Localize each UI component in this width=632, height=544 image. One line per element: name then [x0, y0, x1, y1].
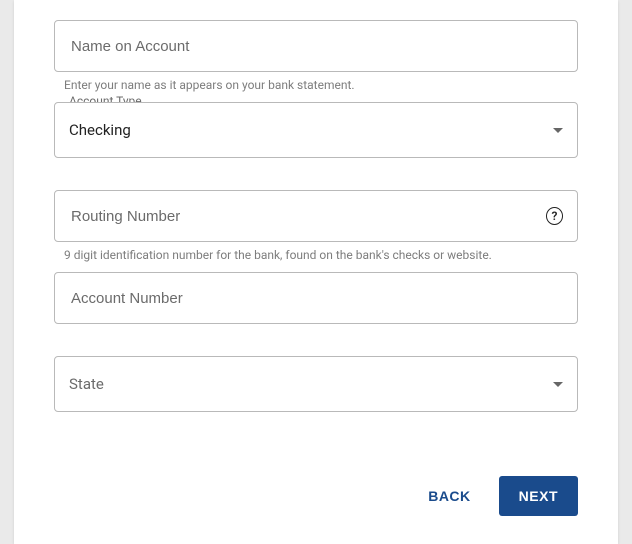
- state-placeholder: State: [69, 375, 553, 393]
- chevron-down-icon: [553, 382, 563, 387]
- chevron-down-icon: [553, 128, 563, 133]
- account-type-field: Account Type Checking: [54, 102, 578, 158]
- state-select[interactable]: State: [54, 356, 578, 412]
- back-button[interactable]: BACK: [416, 478, 482, 514]
- state-field: State: [54, 356, 578, 412]
- next-button[interactable]: NEXT: [499, 476, 578, 516]
- account-number-outline: [54, 272, 578, 324]
- help-icon[interactable]: ?: [546, 207, 563, 225]
- page: Enter your name as it appears on your ba…: [0, 0, 632, 544]
- form-actions: BACK NEXT: [416, 476, 578, 516]
- name-on-account-outline: [54, 20, 578, 72]
- account-number-field: [54, 272, 578, 324]
- form-card: Enter your name as it appears on your ba…: [14, 0, 618, 544]
- name-on-account-input[interactable]: [69, 37, 563, 56]
- routing-number-field: ?: [54, 190, 578, 242]
- routing-number-helper: 9 digit identification number for the ba…: [64, 248, 578, 262]
- account-number-input[interactable]: [69, 289, 563, 308]
- name-on-account-helper: Enter your name as it appears on your ba…: [64, 78, 578, 92]
- routing-number-input[interactable]: [69, 207, 538, 226]
- account-type-value: Checking: [69, 121, 553, 139]
- routing-number-outline: ?: [54, 190, 578, 242]
- account-type-select[interactable]: Checking: [54, 102, 578, 158]
- name-on-account-field: [54, 20, 578, 72]
